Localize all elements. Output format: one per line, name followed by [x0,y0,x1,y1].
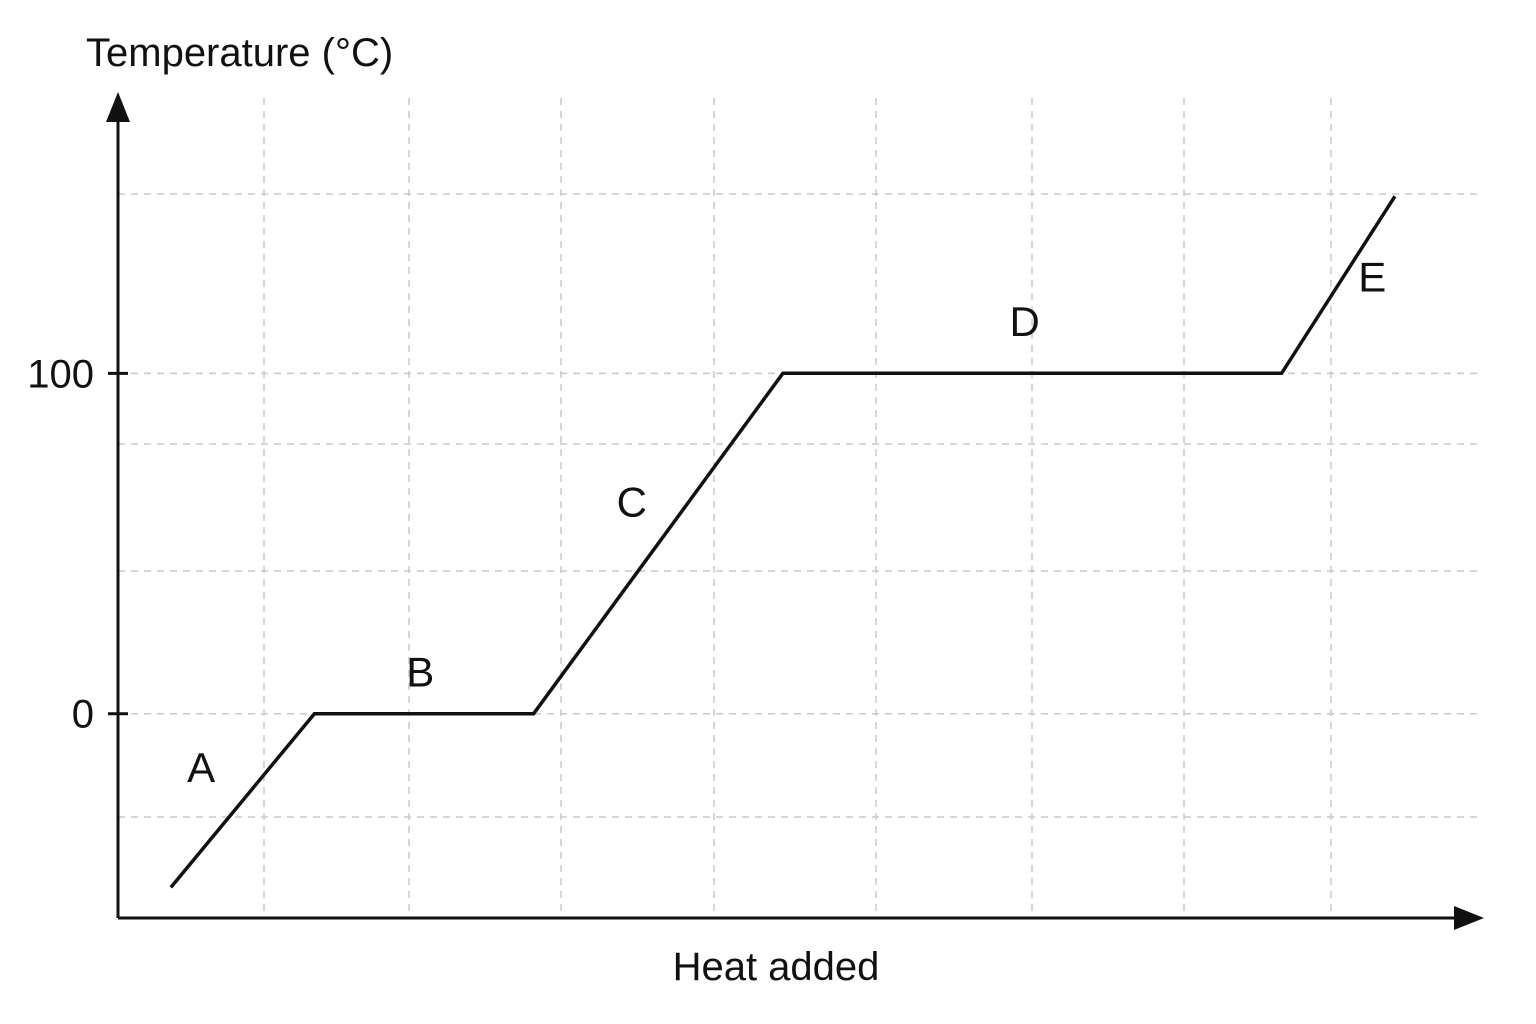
grid [118,98,1478,918]
axes [106,92,1484,930]
y-ticks: 0 100 [27,352,128,737]
segment-label-b: B [406,649,434,696]
segment-label-d: D [1009,298,1039,345]
segment-label-a: A [187,744,215,791]
y-axis-title: Temperature (°C) [86,31,393,75]
heating-curve-line [169,195,1397,889]
segment-label-e: E [1358,254,1386,301]
y-tick-label: 100 [27,352,94,396]
segment-label-c: C [617,478,647,525]
segment-labels: A B C D E [187,254,1386,791]
y-tick-label: 0 [72,693,94,737]
series [169,195,1397,889]
x-axis-arrow [1454,906,1484,930]
y-axis-arrow [106,92,130,122]
x-axis-title: Heat added [673,945,880,989]
